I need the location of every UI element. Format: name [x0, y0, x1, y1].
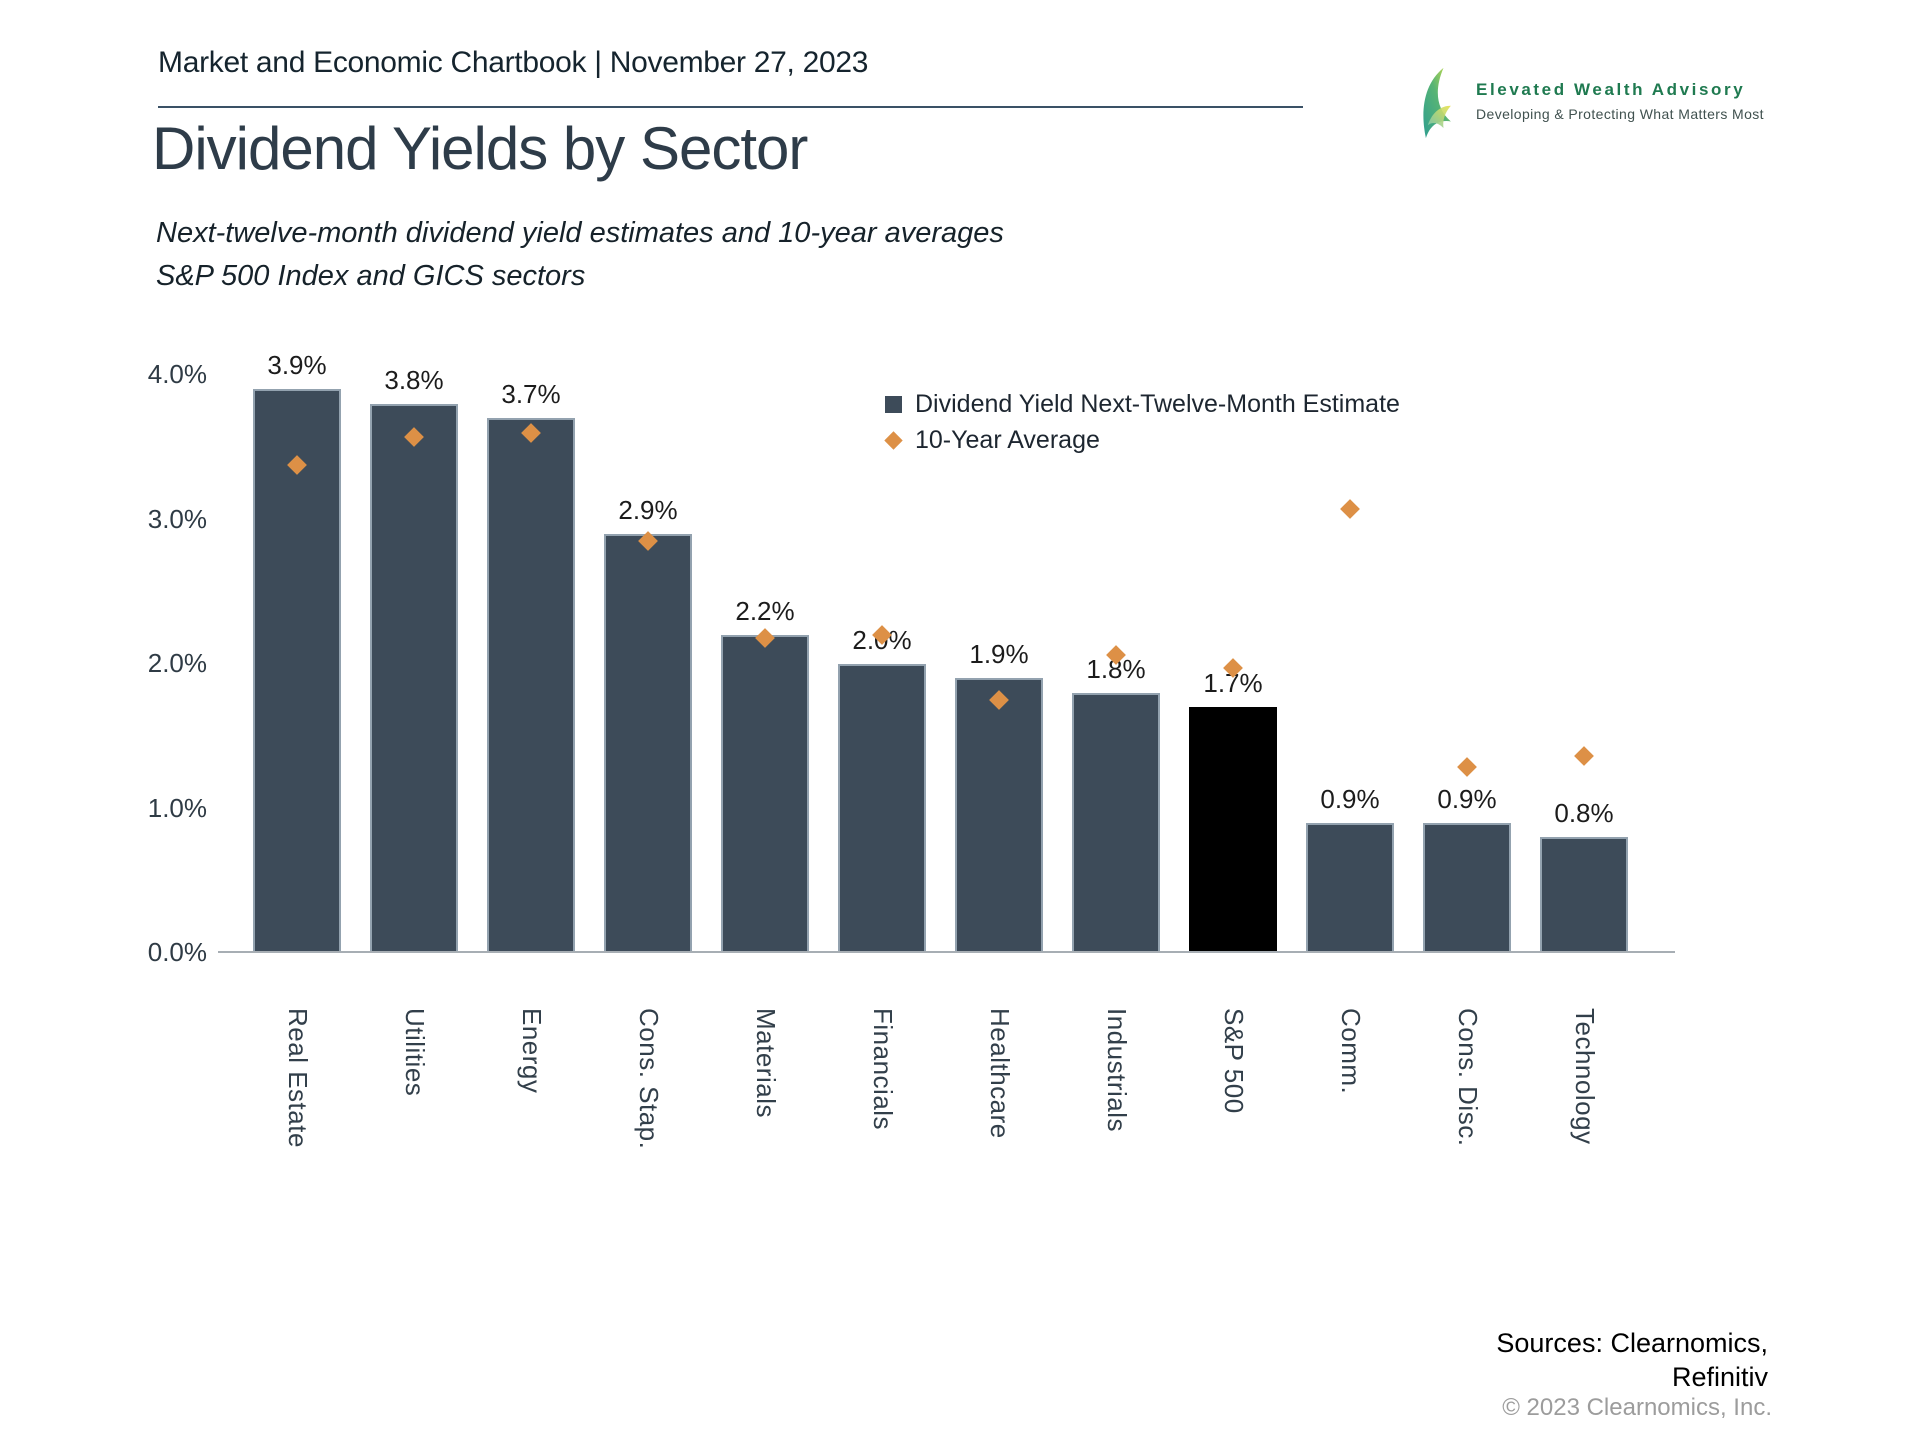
bar-value-label-energy: 3.7%	[501, 379, 561, 410]
plot-area: 3.9%3.8%3.7%2.9%2.2%2.0%1.9%1.8%1.7%0.9%…	[230, 350, 1675, 953]
company-logo: Elevated Wealth Advisory Developing & Pr…	[1418, 64, 1778, 144]
logo-brand-text: Elevated Wealth Advisory	[1476, 80, 1746, 99]
bar-series-label: Dividend Yield Next-Twelve-Month Estimat…	[915, 389, 1400, 418]
sources-line-1: Sources: Clearnomics,	[1496, 1328, 1768, 1358]
bar-financials	[838, 664, 926, 953]
y-axis-tick-label: 3.0%	[147, 503, 207, 534]
x-axis-label-utilities: Utilities	[400, 1008, 430, 1097]
x-axis-label-technology: Technology	[1570, 1008, 1600, 1145]
x-axis-label-real-estate: Real Estate	[283, 1008, 313, 1148]
x-axis-label-energy: Energy	[517, 1008, 547, 1094]
page-title: Dividend Yields by Sector	[152, 115, 808, 182]
bar-cons-disc	[1423, 822, 1511, 953]
bar-healthcare	[955, 678, 1043, 953]
x-axis-label-cons-disc: Cons. Disc.	[1453, 1008, 1483, 1147]
bar-value-label-cons-stap: 2.9%	[618, 494, 678, 525]
subtitle-line-1: Next-twelve-month dividend yield estimat…	[156, 217, 1004, 249]
sources-note: Sources: Clearnomics, Refinitiv	[1496, 1326, 1768, 1394]
bar-value-label-healthcare: 1.9%	[969, 639, 1029, 670]
bar-comm	[1306, 822, 1394, 953]
y-axis-tick-label: 2.0%	[147, 648, 207, 678]
bar-technology	[1540, 837, 1628, 953]
bar-energy	[487, 418, 575, 953]
y-axis-tick-label: 0.0%	[147, 937, 207, 967]
x-axis-label-healthcare: Healthcare	[985, 1008, 1015, 1139]
x-axis-label-materials: Materials	[751, 1008, 781, 1118]
bar-utilities	[370, 403, 458, 953]
bar-value-label-real-estate: 3.9%	[267, 350, 327, 381]
y-axis-tick-label: 1.0%	[147, 792, 207, 823]
x-axis-label-s-p-500: S&P 500	[1219, 1008, 1249, 1114]
x-axis-label-cons-stap: Cons. Stap.	[634, 1008, 664, 1150]
header-divider	[158, 106, 1303, 108]
bar-real-estate	[253, 389, 341, 953]
bar-value-label-technology: 0.8%	[1554, 798, 1614, 829]
avg-diamond-technology	[1574, 746, 1594, 767]
avg-diamond-comm	[1340, 499, 1360, 520]
sources-line-2: Refinitiv	[1671, 1362, 1768, 1392]
y-axis-labels: 0.0% 1.0% 2.0% 3.0% 4.0%	[90, 359, 215, 967]
x-axis-label-comm: Comm.	[1336, 1008, 1366, 1095]
bar-cons-stap	[604, 533, 692, 953]
y-axis-tick-label: 4.0%	[147, 359, 207, 389]
x-axis-line	[218, 951, 1675, 953]
bar-series-swatch-icon	[885, 395, 902, 413]
chartbook-header: Market and Economic Chartbook | November…	[158, 46, 869, 79]
avg-diamond-cons-disc	[1457, 756, 1477, 777]
avg-series-label: 10-Year Average	[915, 425, 1100, 454]
legend-row-avg-series: 10-Year Average	[884, 422, 1400, 458]
legend-row-bar-series: Dividend Yield Next-Twelve-Month Estimat…	[885, 386, 1400, 422]
subtitle-line-2: S&P 500 Index and GICS sectors	[156, 260, 586, 292]
bar-value-label-comm: 0.9%	[1320, 783, 1380, 814]
x-axis-label-financials: Financials	[868, 1008, 898, 1131]
bar-industrials	[1072, 692, 1160, 953]
logo-tagline-text: Developing & Protecting What Matters Mos…	[1476, 106, 1764, 122]
page-subtitle: Next-twelve-month dividend yield estimat…	[156, 212, 1004, 298]
bar-value-label-utilities: 3.8%	[384, 364, 444, 395]
copyright-note: © 2023 Clearnomics, Inc.	[1502, 1394, 1772, 1421]
x-axis-label-industrials: Industrials	[1102, 1008, 1132, 1132]
x-axis-labels: Real Estate Utilities Energy Cons. Stap. Mat…	[230, 1008, 1675, 1248]
bar-s-p-500	[1189, 707, 1277, 953]
leaf-logo-icon	[1423, 67, 1451, 139]
bar-materials	[721, 635, 809, 953]
bar-value-label-cons-disc: 0.9%	[1437, 783, 1497, 814]
chart-legend: Dividend Yield Next-Twelve-Month Estimat…	[884, 386, 1400, 458]
bar-value-label-materials: 2.2%	[735, 596, 795, 627]
